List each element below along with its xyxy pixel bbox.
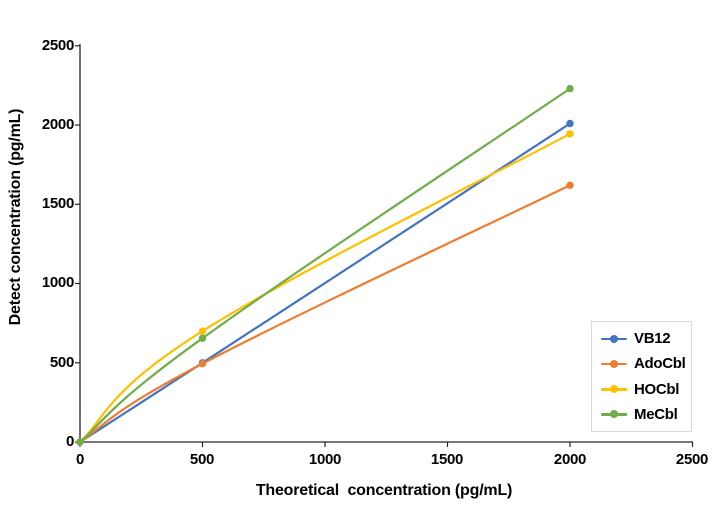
series-marker-adocbl (198, 359, 207, 368)
legend-label: AdoCbl (634, 355, 686, 373)
series-marker-hocbl (566, 130, 574, 138)
y-tick-label: 2500 (41, 37, 74, 54)
legend-marker-icon (601, 359, 627, 368)
y-tick-label: 1000 (41, 274, 74, 291)
legend-marker-icon (601, 410, 627, 419)
x-axis-title: Theoretical concentration (pg/mL) (255, 482, 513, 499)
y-tick-label: 1500 (41, 195, 74, 212)
x-tick-label: 2500 (675, 451, 709, 468)
legend-label: HOCbl (634, 380, 680, 398)
series-line-hocbl (78, 132, 572, 444)
legend-item-vb12: VB12 (601, 330, 691, 347)
legend-item-adocbl: AdoCbl (601, 355, 691, 372)
series-marker-mecbl (566, 84, 574, 93)
legend-marker-icon (601, 385, 627, 394)
x-tick-label: 0 (75, 451, 85, 468)
series-marker-hocbl (198, 327, 207, 335)
series-marker-vb12 (566, 119, 574, 128)
legend-label: VB12 (634, 330, 671, 348)
y-axis-title: Detect concentration (pg/mL) (7, 108, 24, 326)
series-marker-mecbl (76, 438, 84, 446)
legend: VB12 AdoCbl HOCbl MeCbl (591, 321, 692, 432)
x-tick-label: 2000 (553, 451, 587, 468)
y-tick-label: 0 (65, 433, 74, 450)
series-line-adocbl (78, 184, 572, 444)
legend-marker-icon (601, 334, 627, 343)
legend-item-hocbl: HOCbl (601, 381, 691, 398)
series-marker-adocbl (566, 181, 574, 189)
series-marker-mecbl (198, 334, 207, 342)
legend-label: MeCbl (634, 405, 678, 423)
legend-item-mecbl: MeCbl (601, 406, 691, 423)
y-tick-label: 2000 (41, 116, 74, 133)
y-tick-label: 500 (49, 354, 74, 371)
series-line-mecbl (78, 87, 572, 444)
x-tick-label: 1500 (430, 451, 464, 468)
x-tick-label: 1000 (308, 451, 342, 468)
x-tick-label: 500 (189, 451, 215, 468)
